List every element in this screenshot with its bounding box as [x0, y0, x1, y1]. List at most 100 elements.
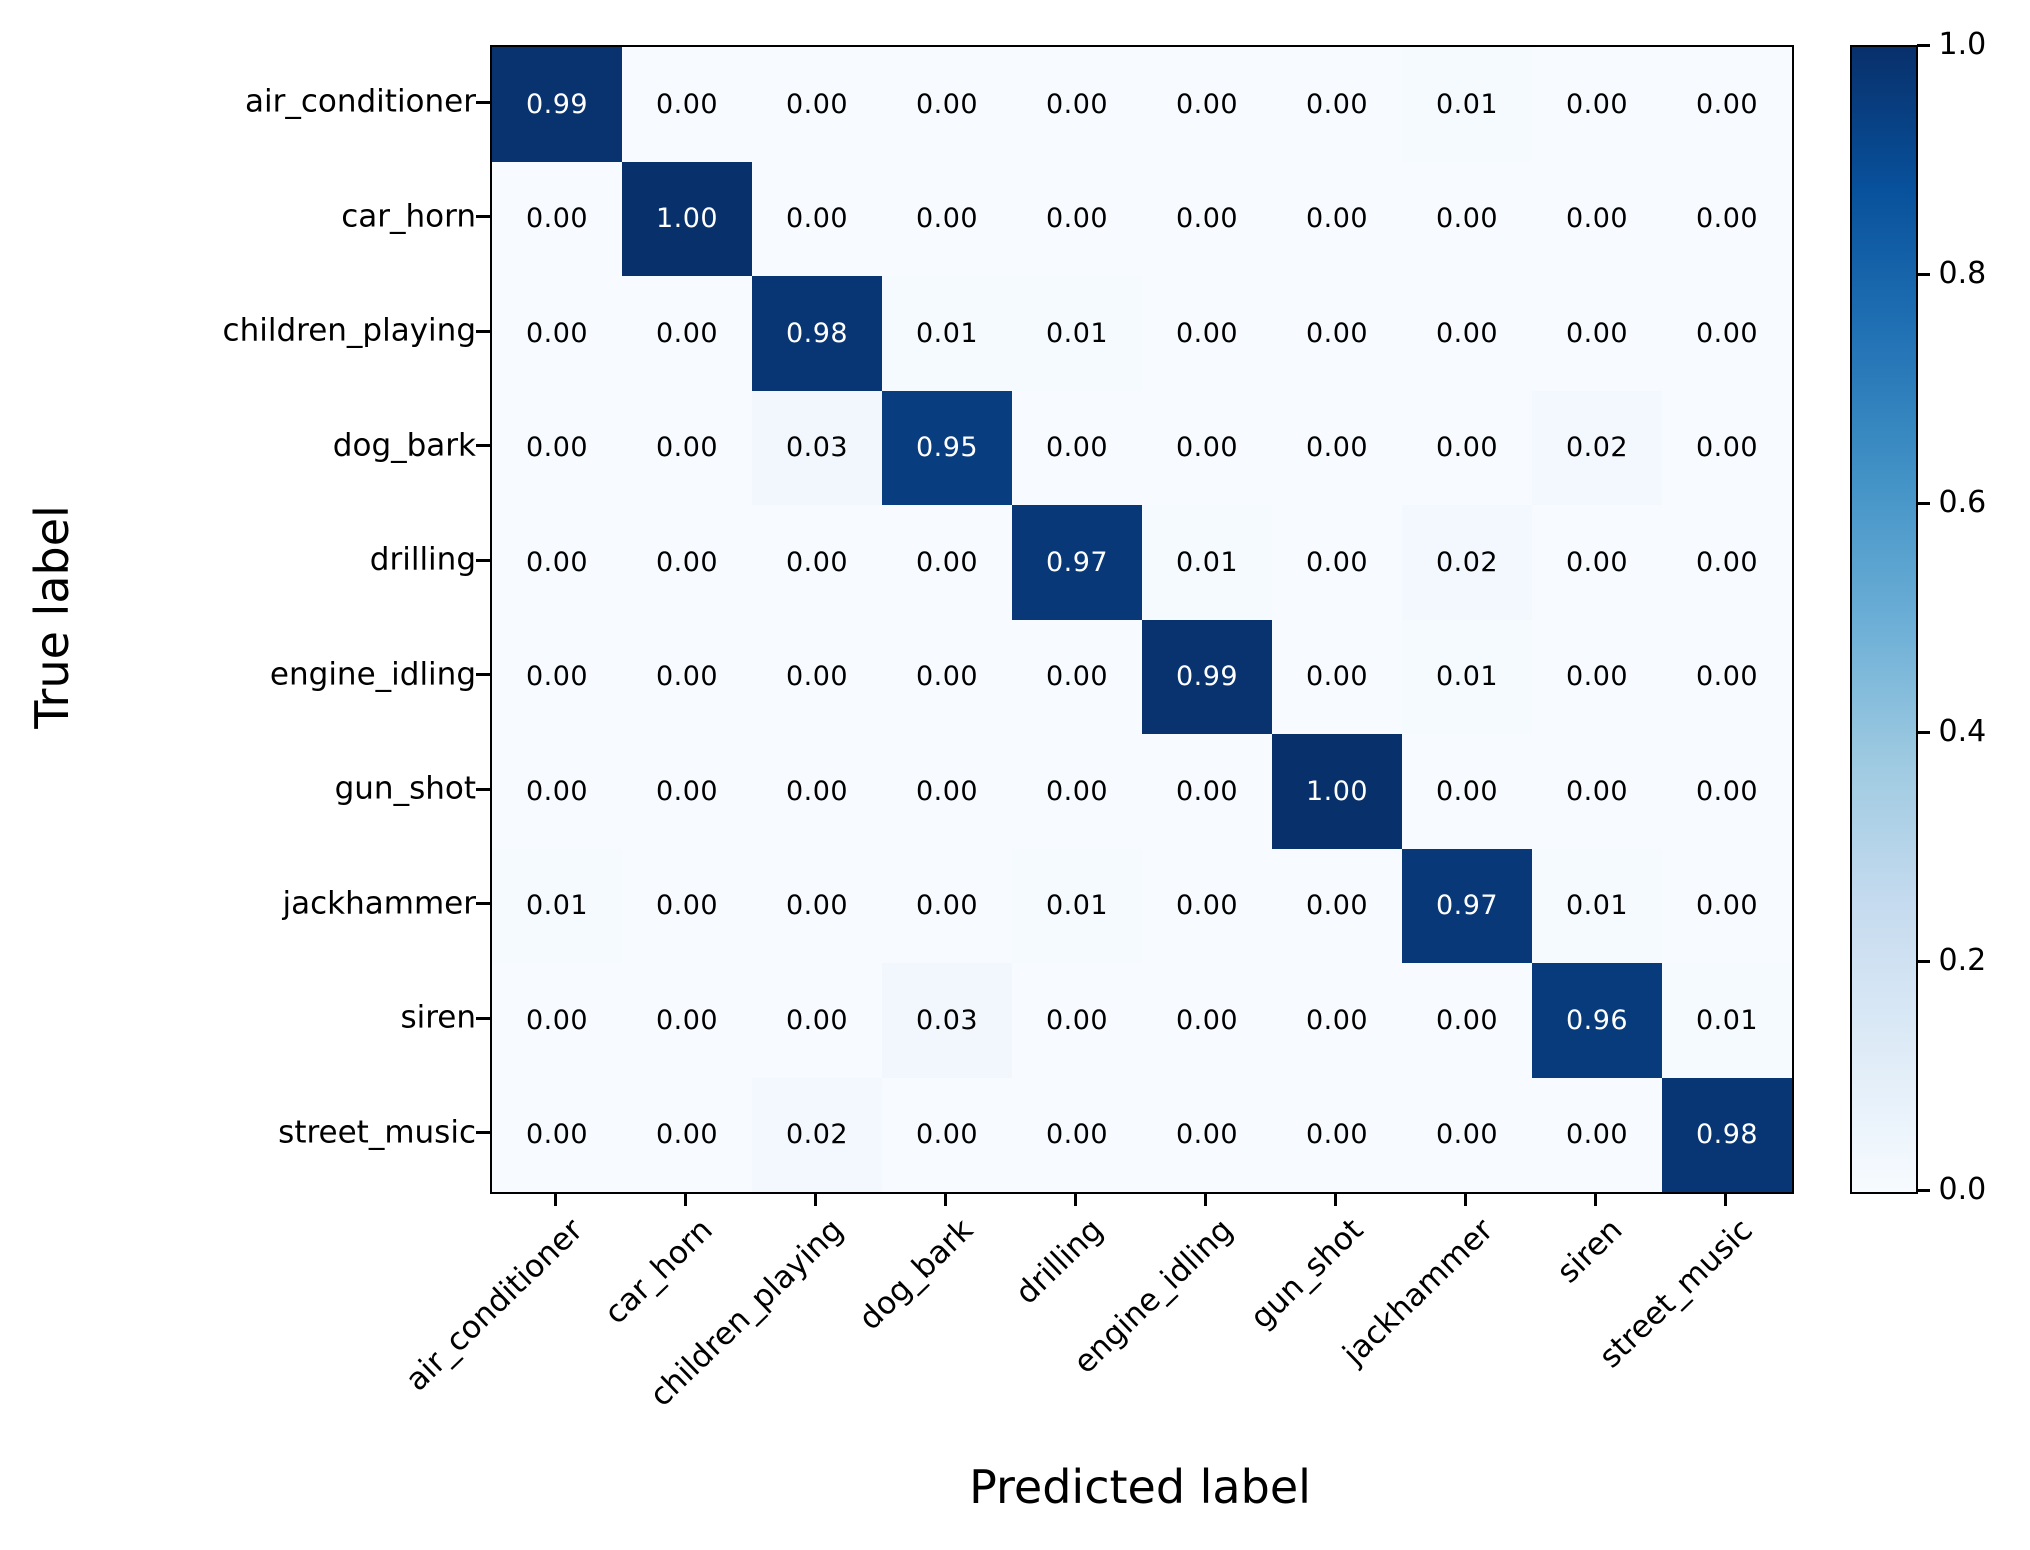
matrix-cell: 0.00	[1662, 505, 1792, 620]
matrix-cell: 0.00	[752, 505, 882, 620]
x-axis-tick	[1723, 1192, 1727, 1206]
matrix-cell: 0.00	[1402, 1077, 1532, 1192]
matrix-cell: 0.00	[752, 161, 882, 276]
matrix-cell: 0.97	[1402, 848, 1532, 963]
x-tick-label: car_horn	[597, 1211, 720, 1332]
matrix-cell: 0.00	[1012, 619, 1142, 734]
colorbar-tick	[1916, 272, 1930, 276]
colorbar-tick-label: 0.4	[1938, 714, 1987, 749]
matrix-cell: 0.00	[882, 848, 1012, 963]
matrix-cell: 0.01	[1142, 505, 1272, 620]
matrix-cell: 0.01	[1012, 848, 1142, 963]
matrix-cell: 0.00	[622, 47, 752, 162]
matrix-cell: 0.00	[492, 505, 622, 620]
matrix-cell: 0.00	[1402, 734, 1532, 849]
matrix-cell: 0.00	[1142, 161, 1272, 276]
matrix-cell: 0.00	[1532, 47, 1662, 162]
y-tick-label: air_conditioner	[244, 83, 476, 120]
matrix-cell: 0.00	[752, 47, 882, 162]
colorbar-tick-label: 0.6	[1938, 485, 1987, 520]
x-tick-label: air_conditioner	[398, 1211, 590, 1399]
colorbar-tick	[1916, 959, 1930, 963]
heatmap-plot-area: 0.99 0.00 0.00 0.00 0.00 0.00 0.00 0.01 0.00 0.00…	[490, 45, 1794, 1194]
matrix-cell: 0.00	[1662, 390, 1792, 505]
x-axis-tick	[1333, 1192, 1337, 1206]
matrix-cell: 0.01	[1402, 47, 1532, 162]
matrix-cell: 0.00	[1272, 963, 1402, 1078]
matrix-cell: 0.00	[1272, 505, 1402, 620]
matrix-cell: 0.00	[1142, 1077, 1272, 1192]
y-axis-tick	[476, 1131, 490, 1135]
matrix-cell: 0.01	[1012, 276, 1142, 391]
matrix-cell: 0.00	[1142, 47, 1272, 162]
matrix-cell: 0.00	[1012, 963, 1142, 1078]
y-tick-label: car_horn	[341, 198, 476, 235]
matrix-cell: 0.00	[1662, 161, 1792, 276]
colorbar-tick-label: 0.8	[1938, 256, 1987, 291]
matrix-cell: 0.00	[1012, 390, 1142, 505]
x-axis-tick	[1463, 1192, 1467, 1206]
y-tick-label: children_playing	[222, 312, 476, 349]
matrix-cell: 0.00	[492, 161, 622, 276]
matrix-cell: 0.00	[1272, 848, 1402, 963]
matrix-cell: 0.00	[1142, 963, 1272, 1078]
matrix-cell: 0.00	[622, 619, 752, 734]
colorbar	[1850, 45, 1918, 1194]
x-axis-tick	[813, 1192, 817, 1206]
matrix-cell: 0.00	[622, 848, 752, 963]
matrix-cell: 0.01	[492, 848, 622, 963]
matrix-cell: 0.00	[1272, 390, 1402, 505]
colorbar-tick-label: 0.2	[1938, 943, 1987, 978]
colorbar-tick	[1916, 1188, 1930, 1192]
matrix-cell: 0.00	[1662, 47, 1792, 162]
matrix-cell: 0.00	[882, 619, 1012, 734]
y-axis-title: True label	[25, 505, 79, 729]
matrix-cell: 0.95	[882, 390, 1012, 505]
y-axis-tick	[476, 329, 490, 333]
matrix-cell: 0.00	[1402, 390, 1532, 505]
matrix-cell: 0.00	[1532, 734, 1662, 849]
colorbar-tick	[1916, 730, 1930, 734]
matrix-cell: 0.00	[1662, 619, 1792, 734]
matrix-cell: 0.99	[1142, 619, 1272, 734]
matrix-cell: 0.00	[752, 848, 882, 963]
x-axis-tick	[1073, 1192, 1077, 1206]
matrix-cell: 0.00	[1402, 963, 1532, 1078]
matrix-cell: 0.00	[1272, 161, 1402, 276]
matrix-cell: 0.00	[622, 1077, 752, 1192]
y-axis-tick	[476, 673, 490, 677]
matrix-cell: 0.00	[1012, 734, 1142, 849]
matrix-cell: 0.00	[1142, 848, 1272, 963]
matrix-cell: 0.02	[1532, 390, 1662, 505]
matrix-cell: 0.98	[752, 276, 882, 391]
y-axis-tick	[476, 787, 490, 791]
matrix-cell: 0.96	[1532, 963, 1662, 1078]
matrix-cell: 0.00	[1402, 161, 1532, 276]
matrix-cell: 0.00	[1662, 276, 1792, 391]
matrix-cell: 0.00	[752, 619, 882, 734]
matrix-cell: 0.00	[1662, 848, 1792, 963]
matrix-cell: 0.00	[882, 47, 1012, 162]
matrix-cell: 0.00	[1272, 276, 1402, 391]
x-axis-tick	[1203, 1192, 1207, 1206]
matrix-cell: 0.00	[492, 390, 622, 505]
matrix-cell: 0.00	[622, 963, 752, 1078]
matrix-cell: 0.00	[1662, 734, 1792, 849]
matrix-cell: 0.98	[1662, 1077, 1792, 1192]
x-axis-tick	[1593, 1192, 1597, 1206]
matrix-cell: 0.00	[1532, 276, 1662, 391]
matrix-cell: 0.01	[882, 276, 1012, 391]
x-tick-label: gun_shot	[1243, 1211, 1370, 1336]
y-axis-tick	[476, 100, 490, 104]
y-tick-label: gun_shot	[334, 770, 476, 807]
x-tick-label: siren	[1550, 1211, 1630, 1291]
matrix-cell: 0.00	[1012, 47, 1142, 162]
y-tick-label: dog_bark	[332, 427, 476, 464]
matrix-cell: 0.00	[1272, 619, 1402, 734]
x-tick-label: drilling	[1008, 1211, 1110, 1312]
matrix-cell: 0.00	[752, 963, 882, 1078]
matrix-cell: 0.00	[1012, 1077, 1142, 1192]
matrix-cell: 0.00	[1012, 161, 1142, 276]
matrix-cell: 0.00	[1532, 161, 1662, 276]
matrix-cell: 0.01	[1402, 619, 1532, 734]
